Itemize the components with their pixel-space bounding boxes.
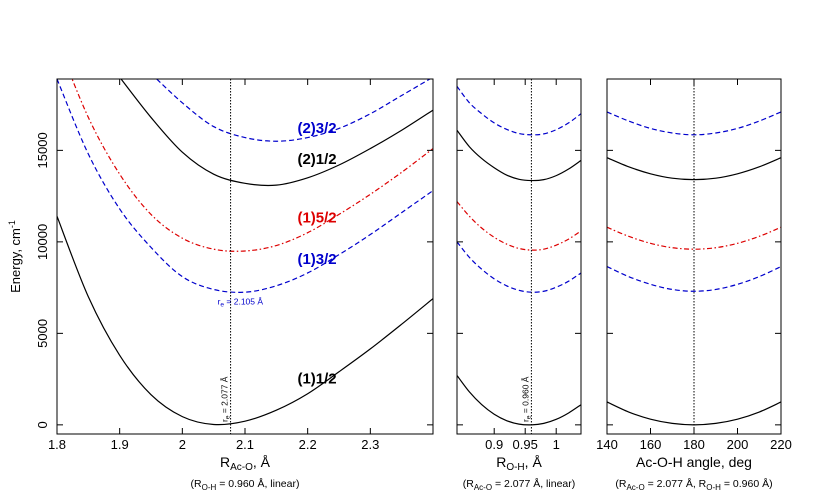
text-layer: 1.8 1.9 2 2.1 2.2 2.3 0 5000 10000 15000 RAc-O, Å (… bbox=[7, 120, 792, 492]
curve-112 bbox=[57, 216, 433, 426]
state-label: (1)1/2 bbox=[297, 371, 336, 388]
panel-r-o-h-caption: (RAc-O = 2.077 Å, linear) bbox=[463, 477, 576, 492]
curve-232 bbox=[607, 111, 781, 136]
curve-152 bbox=[71, 79, 433, 252]
panel-r-ac-o-frame bbox=[56, 78, 434, 435]
state-label: (2)3/2 bbox=[297, 120, 336, 137]
curve-132 bbox=[457, 241, 581, 293]
y-tick-label: 0 bbox=[35, 421, 50, 428]
y-tick-label: 15000 bbox=[35, 132, 50, 168]
x-tick-label: 0.9 bbox=[485, 437, 503, 452]
curve-112 bbox=[457, 375, 581, 426]
x-tick-label: 1.8 bbox=[48, 437, 66, 452]
curve-212 bbox=[120, 79, 433, 187]
curve-152 bbox=[457, 201, 581, 251]
state-label: (1)5/2 bbox=[297, 210, 336, 227]
x-tick-label: 2.1 bbox=[236, 437, 254, 452]
panel-r-o-h-x-axis-label: RO-H, Å bbox=[496, 454, 542, 473]
x-tick-label: 140 bbox=[596, 437, 618, 452]
panel-r-o-h-curves bbox=[457, 85, 581, 426]
y-tick-label: 5000 bbox=[35, 319, 50, 348]
re-label: re = 0.960 Å bbox=[520, 376, 532, 422]
panel-r-o-h-frame bbox=[456, 78, 582, 435]
panel-r-ac-o-x-axis-label: RAc-O, Å bbox=[220, 454, 271, 473]
y-tick-label: 10000 bbox=[35, 224, 50, 260]
panel-angle-x-axis-label: Ac-O-H angle, deg bbox=[636, 454, 752, 470]
curve-232 bbox=[457, 85, 581, 136]
x-tick-label: 2.3 bbox=[361, 437, 379, 452]
x-tick-label: 2 bbox=[179, 437, 186, 452]
curve-132 bbox=[57, 79, 433, 293]
panel-r-ac-o-curves bbox=[57, 79, 433, 426]
re-label: re = 2.105 Å bbox=[218, 296, 264, 308]
panel-angle-caption: (RAc-O = 2.077 Å, RO-H = 0.960 Å) bbox=[615, 477, 772, 492]
state-label: (2)1/2 bbox=[297, 151, 336, 168]
re-label: re = 2.077 Å bbox=[220, 376, 232, 422]
curves-layer bbox=[57, 79, 781, 426]
curve-212 bbox=[457, 129, 581, 182]
x-tick-label: 200 bbox=[727, 437, 749, 452]
x-tick-label: 2.2 bbox=[299, 437, 317, 452]
x-tick-label: 180 bbox=[683, 437, 705, 452]
x-tick-label: 160 bbox=[640, 437, 662, 452]
curve-152 bbox=[607, 226, 781, 250]
x-tick-label: 1.9 bbox=[111, 437, 129, 452]
x-tick-label: 0.95 bbox=[513, 437, 538, 452]
state-label: (1)3/2 bbox=[297, 251, 336, 268]
curve-212 bbox=[607, 157, 781, 181]
curve-132 bbox=[607, 266, 781, 292]
axes-layer bbox=[56, 78, 782, 435]
curve-232 bbox=[155, 79, 432, 142]
y-axis-label: Energy, cm-1 bbox=[7, 220, 23, 293]
x-tick-label: 1 bbox=[553, 437, 560, 452]
x-tick-label: 220 bbox=[770, 437, 792, 452]
panel-r-ac-o-caption: (RO-H = 0.960 Å, linear) bbox=[191, 477, 300, 492]
